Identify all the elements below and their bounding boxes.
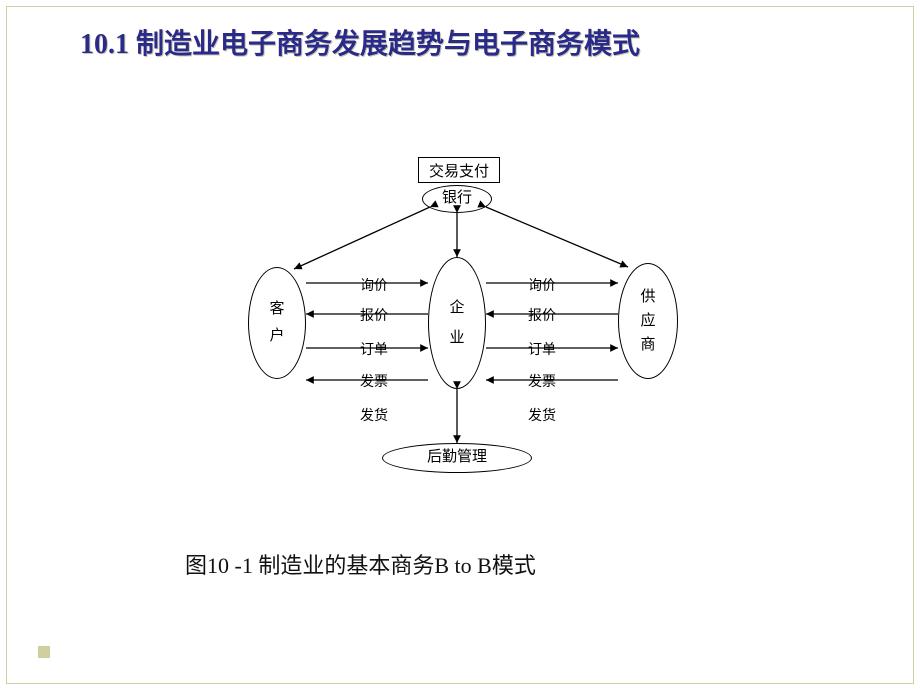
slide-title: 10.1 制造业电子商务发展趋势与电子商务模式 — [80, 22, 640, 62]
caption-pre: 图 — [185, 553, 207, 578]
diagram-arrows — [230, 155, 700, 515]
caption-num: 10 -1 — [207, 553, 258, 578]
title-text: 制造业电子商务发展趋势与电子商务模式 — [129, 29, 640, 60]
corner-decoration — [38, 646, 50, 658]
figure-caption: 图10 -1 制造业的基本商务B to B模式 — [185, 548, 536, 580]
caption-mode: B to B — [434, 553, 491, 578]
title-number: 10.1 — [80, 29, 129, 60]
caption-mid: 制造业的基本商务 — [258, 553, 434, 578]
caption-post: 模式 — [492, 553, 536, 578]
diagram: 交易支付 银行 客户 企业 供应商 后勤管理 询价 报价 订单 发票 发货 询价… — [230, 155, 700, 515]
